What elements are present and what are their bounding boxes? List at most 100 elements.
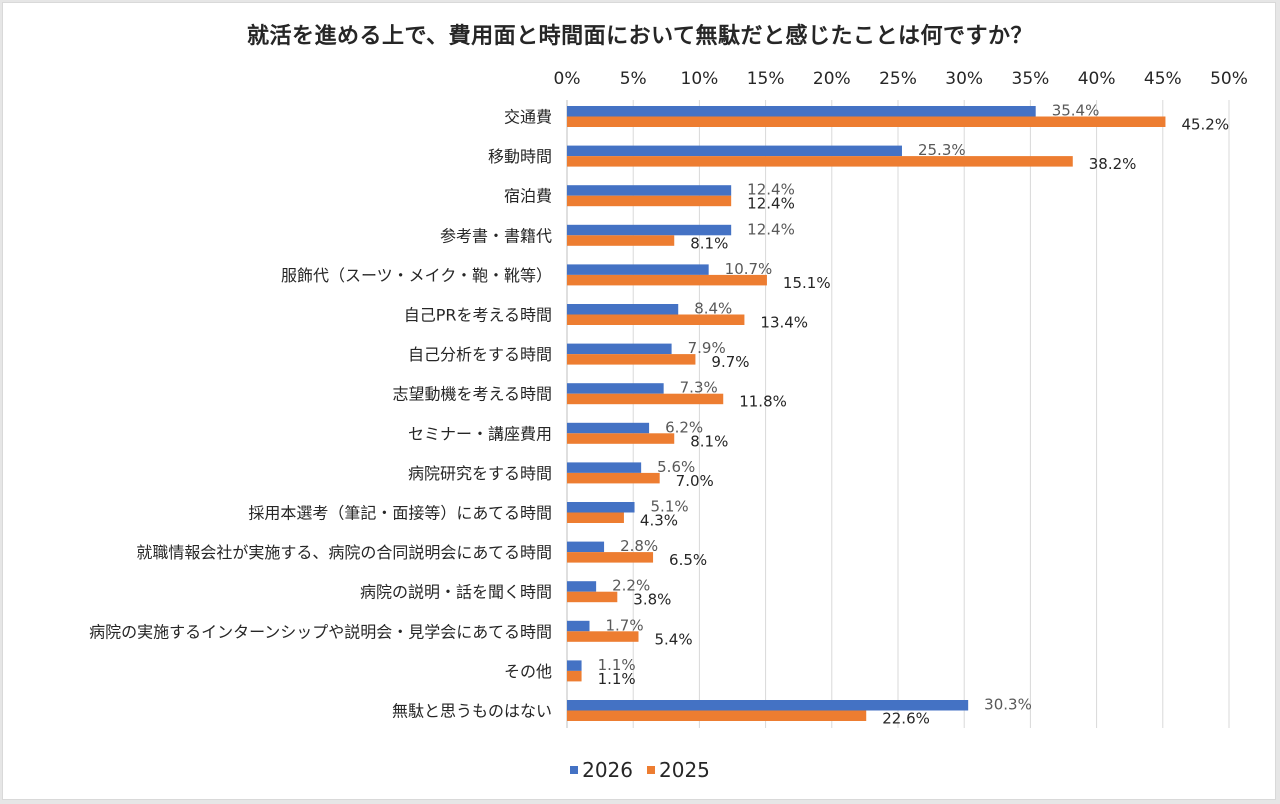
category-label: 採用本選考（筆記・面接等）にあてる時間: [248, 504, 552, 523]
x-tick-label: 0%: [554, 69, 581, 89]
bar-2025[interactable]: [567, 591, 618, 603]
bars: [567, 106, 1166, 722]
x-tick-label: 20%: [813, 69, 851, 89]
data-label-2025: 38.2%: [1089, 155, 1137, 173]
bar-2026[interactable]: [567, 620, 590, 632]
data-label-2026: 8.4%: [694, 300, 732, 318]
category-label: 病院の実施するインターンシップや説明会・見学会にあてる時間: [89, 622, 552, 641]
data-label-2026: 10.7%: [725, 260, 773, 278]
bar-2026[interactable]: [567, 145, 902, 157]
bar-2026[interactable]: [567, 700, 969, 711]
bar-2026[interactable]: [567, 422, 650, 434]
data-label-2025: 1.1%: [598, 670, 636, 688]
data-label-2026: 7.3%: [680, 379, 718, 397]
bar-2026[interactable]: [567, 502, 635, 513]
x-axis-ticks: 0% 5% 10% 15% 20% 25% 30% 35% 40% 45% 50%: [554, 69, 1248, 89]
chart-title: 就活を進める上で、費用面と時間面において無駄だと感じたことは何ですか？: [247, 24, 1033, 49]
data-label-2025: 7.0%: [676, 472, 714, 490]
data-label-2026: 6.2%: [665, 418, 703, 436]
bar-2025[interactable]: [567, 195, 732, 207]
legend-item-2025[interactable]: 2025: [647, 758, 710, 782]
bar-2025[interactable]: [567, 235, 675, 246]
category-label: 志望動機を考える時間: [392, 385, 552, 404]
data-label-2026: 30.3%: [984, 696, 1032, 714]
data-label-2025: 45.2%: [1181, 116, 1229, 134]
data-label-2025: 22.6%: [882, 710, 930, 728]
data-label-2025: 9.7%: [711, 353, 749, 371]
category-label: 自己PRを考える時間: [404, 306, 552, 325]
bar-2026[interactable]: [567, 581, 597, 592]
bar-2025[interactable]: [567, 354, 696, 365]
bar-2025[interactable]: [567, 552, 654, 563]
x-tick-label: 5%: [620, 69, 647, 89]
category-label: 就職情報会社が実施する、病院の合同説明会にあてる時間: [136, 543, 552, 562]
category-label: その他: [504, 662, 552, 681]
data-label-2026: 1.7%: [606, 616, 644, 634]
bar-2026[interactable]: [567, 660, 582, 671]
bar-2026[interactable]: [567, 541, 605, 553]
data-label-2025: 4.3%: [640, 512, 678, 530]
data-label-2025: 11.8%: [739, 393, 787, 411]
category-label: 自己分析をする時間: [408, 345, 552, 364]
data-label-2025: 6.5%: [669, 551, 707, 569]
bar-2026[interactable]: [567, 185, 732, 196]
bar-2025[interactable]: [567, 314, 745, 326]
data-label-2025: 8.1%: [690, 234, 728, 252]
category-label: 服飾代（スーツ・メイク・鞄・靴等）: [281, 266, 552, 285]
data-label-2026: 12.4%: [747, 220, 795, 238]
legend: 2026 2025: [0, 758, 1280, 782]
x-tick-label: 45%: [1144, 69, 1182, 89]
data-label-2025: 8.1%: [690, 432, 728, 450]
bar-2025[interactable]: [567, 670, 582, 682]
data-label-2026: 5.6%: [657, 458, 695, 476]
category-label: 移動時間: [488, 147, 552, 166]
bar-2025[interactable]: [567, 116, 1166, 128]
x-tick-label: 30%: [945, 69, 983, 89]
data-label-2025: 12.4%: [747, 195, 795, 213]
bar-2025[interactable]: [567, 274, 767, 286]
category-label: 交通費: [504, 108, 552, 127]
legend-label-2025: 2025: [659, 758, 710, 782]
category-label: 参考書・書籍代: [440, 226, 552, 245]
data-label-2026: 1.1%: [598, 656, 636, 674]
bar-2026[interactable]: [567, 462, 642, 473]
data-label-2026: 35.4%: [1052, 102, 1100, 120]
category-label: セミナー・講座費用: [408, 424, 552, 443]
bar-2026[interactable]: [567, 264, 709, 275]
data-label-2026: 12.4%: [747, 181, 795, 199]
bar-2026[interactable]: [567, 106, 1036, 117]
x-tick-label: 40%: [1078, 69, 1116, 89]
legend-swatch-2025: [647, 766, 655, 774]
bar-2026[interactable]: [567, 383, 664, 394]
category-label: 病院の説明・話を聞く時間: [360, 583, 552, 602]
category-label: 無駄と思うものはない: [392, 702, 552, 721]
bar-2025[interactable]: [567, 472, 660, 484]
bar-2026[interactable]: [567, 304, 679, 315]
category-label: 宿泊費: [504, 187, 552, 206]
data-label-2026: 2.2%: [612, 577, 650, 595]
legend-item-2026[interactable]: 2026: [570, 758, 633, 782]
category-label: 病院研究をする時間: [408, 464, 552, 483]
bar-2026[interactable]: [567, 343, 672, 355]
bar-2025[interactable]: [567, 631, 639, 642]
bar-2026[interactable]: [567, 224, 732, 236]
data-label-2026: 25.3%: [918, 141, 966, 159]
bar-2025[interactable]: [567, 156, 1073, 167]
data-label-2026: 2.8%: [620, 537, 658, 555]
data-label-2026: 7.9%: [688, 339, 726, 357]
bar-2025[interactable]: [567, 512, 624, 524]
bar-2025[interactable]: [567, 393, 724, 405]
data-label-2025: 13.4%: [760, 314, 808, 332]
x-tick-label: 35%: [1012, 69, 1050, 89]
bar-2025[interactable]: [567, 710, 867, 722]
gridlines: [566, 100, 1230, 728]
bar-2025[interactable]: [567, 433, 675, 444]
x-tick-label: 50%: [1210, 69, 1248, 89]
data-label-2025: 3.8%: [633, 591, 671, 609]
data-label-2026: 5.1%: [651, 498, 689, 516]
x-tick-label: 15%: [747, 69, 785, 89]
data-label-2025: 5.4%: [654, 630, 692, 648]
x-tick-label: 25%: [879, 69, 917, 89]
